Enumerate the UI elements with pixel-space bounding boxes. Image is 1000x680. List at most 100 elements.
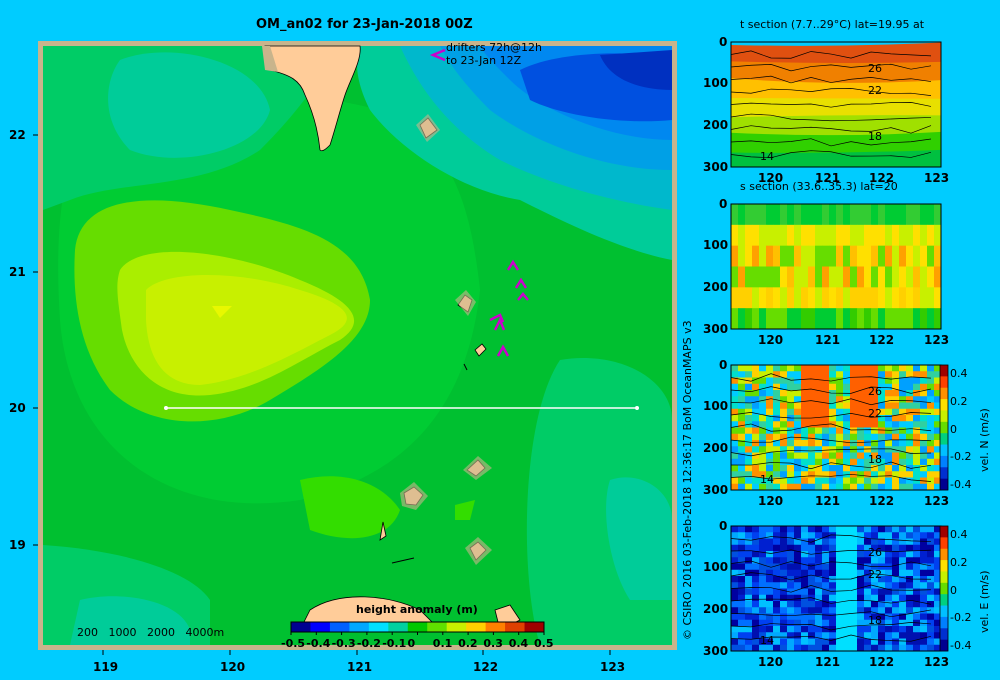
velocity-cell <box>885 483 893 491</box>
salinity-cell <box>871 204 879 226</box>
colorbar-segment <box>291 622 311 632</box>
salinity-cell <box>899 224 907 246</box>
velocity-cell <box>766 544 774 552</box>
velocity-cell <box>878 446 886 453</box>
velocity-cell <box>808 638 816 646</box>
salinity-cell <box>801 266 809 288</box>
isotherm-contour <box>730 560 932 568</box>
velocity-cell <box>843 626 851 633</box>
velocity-cell <box>899 427 907 435</box>
map-field <box>43 46 672 645</box>
velocity-cell <box>913 557 921 564</box>
velocity-cell <box>885 538 893 546</box>
velocity-cell <box>850 544 858 552</box>
velocity-cell <box>766 458 774 466</box>
velocity-cell <box>906 408 914 416</box>
velocity-cell <box>850 638 858 646</box>
velocity-cell <box>878 365 886 372</box>
velocity-cell <box>745 594 753 602</box>
velocity-cell <box>857 421 865 428</box>
velocity-cell <box>829 544 837 552</box>
velocity-cell <box>934 408 942 416</box>
velocity-colorbar-tick: 0.2 <box>950 555 968 569</box>
velocity-cell <box>794 402 802 410</box>
velocity-cell <box>934 390 942 397</box>
velocity-cell <box>920 557 928 564</box>
velocity-cell <box>745 390 753 397</box>
salinity-cell <box>857 287 865 309</box>
velocity-cell <box>892 601 900 608</box>
panel-x-tick: 122 <box>869 494 895 508</box>
velocity-cell <box>927 365 935 372</box>
salinity-cell <box>878 224 886 246</box>
velocity-cell <box>829 557 837 564</box>
velocity-cell <box>906 458 914 466</box>
lat-tick: 19 <box>9 538 26 552</box>
velocity-cell <box>815 613 823 621</box>
velocity-cell <box>745 421 753 428</box>
velocity-cell <box>731 588 739 596</box>
velocity-cell <box>829 644 837 652</box>
salinity-cell <box>822 308 830 330</box>
velocity-cell <box>864 377 872 385</box>
salinity-cell <box>885 287 893 309</box>
velocity-cell <box>738 421 746 428</box>
velocity-cell <box>822 551 830 558</box>
velocity-cell <box>801 446 809 453</box>
velocity-cell <box>731 544 739 552</box>
velocity-cell <box>913 465 921 472</box>
velocity-cell <box>934 619 942 627</box>
velocity-cell <box>745 483 753 491</box>
velocity-cell <box>801 632 809 639</box>
salinity-fill <box>731 204 941 329</box>
velocity-cell <box>822 415 830 422</box>
velocity-cell <box>752 532 760 539</box>
velocity-cell <box>843 607 851 614</box>
velocity-cell <box>815 607 823 614</box>
velocity-cell <box>801 383 809 391</box>
velocity-cell <box>773 619 781 627</box>
velocity-cell <box>787 446 795 453</box>
velocity-cell <box>899 576 907 583</box>
velocity-cell <box>864 538 872 546</box>
panel-x-tick: 122 <box>869 171 895 185</box>
velocity-cell <box>731 458 739 466</box>
velocity-cell <box>759 465 767 472</box>
velocity-cell <box>885 576 893 583</box>
velocity-cell <box>808 644 816 652</box>
velocity-cell <box>822 427 830 435</box>
colorbar-segment <box>368 622 389 632</box>
velocity-cell <box>808 607 816 614</box>
velocity-cell <box>773 563 781 571</box>
velocity-cell <box>773 365 781 372</box>
panel-y-tick: 0 <box>719 197 728 211</box>
velocity-cell <box>920 446 928 453</box>
colorbar-tick-label: -0.3 <box>331 637 356 650</box>
velocity-cell <box>773 601 781 608</box>
velocity-cell <box>780 563 788 571</box>
velocity-cell <box>885 613 893 621</box>
salinity-cell <box>829 245 837 267</box>
panel-x-tick: 121 <box>815 333 841 347</box>
salinity-cell <box>815 204 823 226</box>
velocity-cell <box>773 465 781 472</box>
salinity-cell <box>731 287 739 309</box>
velocity-cell <box>801 433 809 441</box>
map-title: OM_an02 for 23-Jan-2018 00Z <box>256 17 473 32</box>
axis-ticks <box>33 134 611 655</box>
salinity-cell <box>892 308 900 330</box>
velocity-cell <box>766 613 774 621</box>
velocity-cell <box>920 483 928 491</box>
velocity-cell <box>878 427 886 435</box>
velocity-cell <box>934 427 942 435</box>
velocity-cell <box>745 477 753 485</box>
velocity-cell <box>850 607 858 614</box>
velocity-cell <box>808 588 816 596</box>
velocity-cell <box>850 538 858 546</box>
velocity-cell <box>920 551 928 558</box>
velocity-cell <box>899 433 907 441</box>
velocity-cell <box>920 594 928 602</box>
velocity-cell <box>822 465 830 472</box>
velocity-cell <box>829 532 837 539</box>
velocity-cell <box>836 415 844 422</box>
